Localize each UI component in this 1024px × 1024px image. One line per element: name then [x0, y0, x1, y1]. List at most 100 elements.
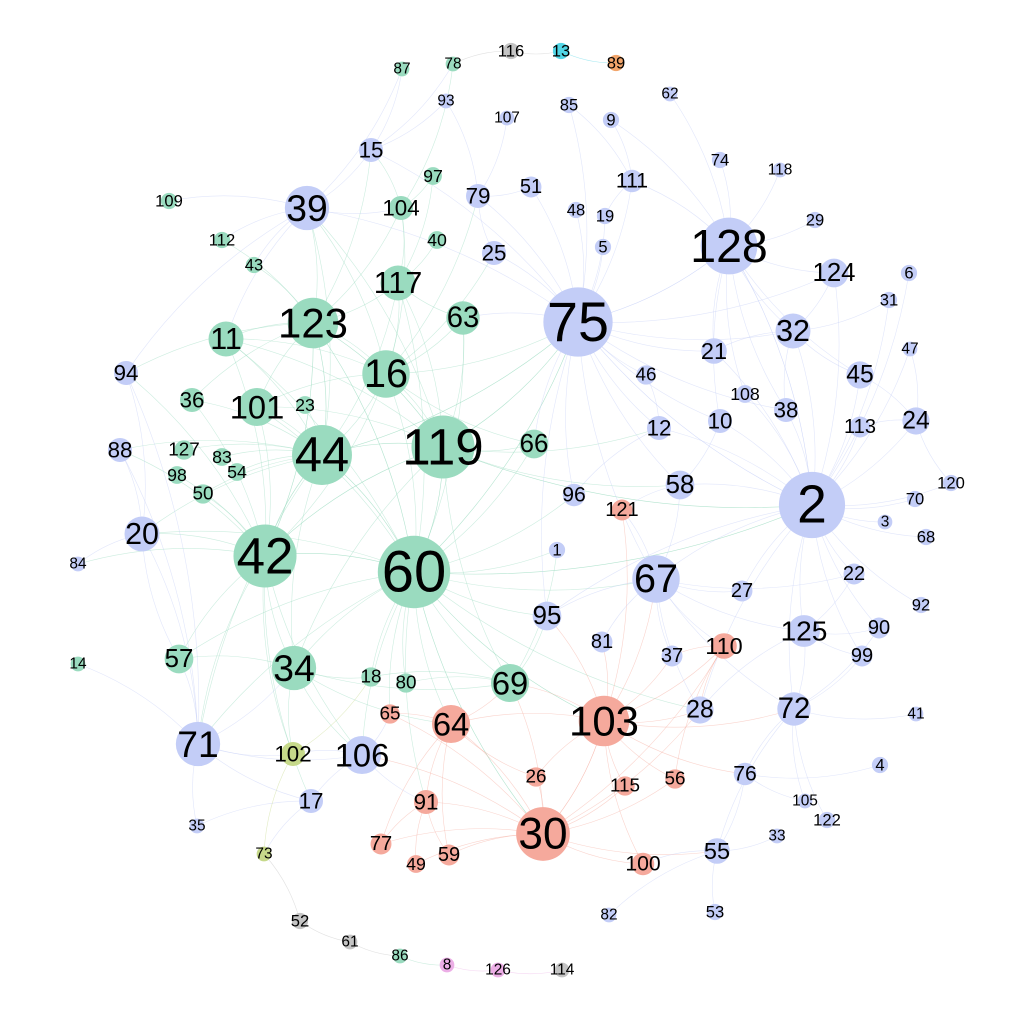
node-79[interactable] [465, 183, 491, 209]
node-83[interactable] [213, 448, 231, 466]
node-67[interactable] [632, 555, 680, 603]
node-100[interactable] [631, 852, 655, 876]
node-63[interactable] [446, 301, 480, 335]
node-127[interactable] [174, 440, 194, 460]
node-123[interactable] [287, 297, 339, 349]
node-112[interactable] [213, 231, 231, 249]
node-111[interactable] [620, 169, 644, 193]
node-25[interactable] [481, 240, 507, 266]
node-30[interactable] [516, 807, 570, 861]
node-88[interactable] [107, 437, 133, 463]
node-128[interactable] [700, 217, 758, 275]
node-26[interactable] [526, 767, 546, 787]
node-102[interactable] [280, 741, 306, 767]
node-53[interactable] [706, 903, 724, 921]
node-49[interactable] [407, 855, 425, 873]
node-122[interactable] [818, 811, 836, 829]
node-2[interactable] [778, 471, 846, 539]
node-114[interactable] [554, 962, 570, 978]
node-97[interactable] [424, 167, 442, 185]
node-35[interactable] [189, 818, 205, 834]
node-52[interactable] [291, 912, 309, 930]
node-92[interactable] [912, 596, 930, 614]
node-72[interactable] [777, 692, 811, 726]
node-78[interactable] [445, 56, 461, 72]
node-51[interactable] [520, 176, 542, 198]
node-14[interactable] [70, 656, 86, 672]
node-32[interactable] [775, 313, 811, 349]
node-8[interactable] [439, 957, 455, 973]
node-120[interactable] [942, 474, 960, 492]
node-34[interactable] [271, 645, 317, 691]
node-117[interactable] [380, 265, 416, 301]
node-105[interactable] [797, 793, 813, 809]
node-119[interactable] [411, 415, 475, 479]
node-37[interactable] [661, 645, 683, 667]
node-39[interactable] [284, 185, 330, 231]
node-84[interactable] [70, 556, 86, 572]
node-91[interactable] [413, 789, 439, 815]
node-40[interactable] [428, 231, 446, 249]
node-65[interactable] [380, 704, 400, 724]
node-19[interactable] [596, 207, 614, 225]
node-12[interactable] [646, 415, 672, 441]
node-23[interactable] [296, 396, 314, 414]
node-13[interactable] [552, 42, 570, 60]
node-21[interactable] [701, 338, 727, 364]
node-76[interactable] [733, 762, 757, 786]
node-98[interactable] [168, 466, 186, 484]
node-55[interactable] [704, 838, 730, 864]
node-74[interactable] [711, 151, 729, 169]
node-15[interactable] [358, 137, 384, 163]
node-29[interactable] [806, 211, 824, 229]
node-4[interactable] [871, 756, 889, 774]
node-27[interactable] [731, 580, 753, 602]
node-54[interactable] [228, 463, 246, 481]
node-1[interactable] [548, 541, 566, 559]
node-80[interactable] [396, 673, 416, 693]
node-59[interactable] [438, 844, 460, 866]
node-28[interactable] [686, 696, 714, 724]
node-68[interactable] [917, 528, 935, 546]
node-90[interactable] [868, 617, 890, 639]
node-10[interactable] [707, 408, 733, 434]
node-66[interactable] [519, 429, 549, 459]
node-109[interactable] [160, 192, 178, 210]
node-43[interactable] [245, 256, 263, 274]
node-108[interactable] [736, 385, 754, 403]
node-46[interactable] [636, 365, 656, 385]
node-113[interactable] [849, 416, 871, 438]
node-44[interactable] [292, 425, 352, 485]
node-47[interactable] [902, 341, 918, 357]
node-60[interactable] [377, 535, 451, 609]
node-121[interactable] [611, 499, 633, 521]
node-93[interactable] [438, 93, 454, 109]
node-71[interactable] [175, 721, 221, 767]
node-24[interactable] [902, 407, 930, 435]
node-115[interactable] [615, 776, 635, 796]
node-58[interactable] [665, 470, 695, 500]
node-57[interactable] [164, 644, 194, 674]
node-50[interactable] [193, 484, 213, 504]
node-125[interactable] [788, 615, 820, 647]
node-69[interactable] [490, 663, 530, 703]
node-94[interactable] [113, 360, 139, 386]
node-64[interactable] [431, 704, 471, 744]
node-20[interactable] [124, 516, 160, 552]
node-110[interactable] [711, 633, 737, 659]
node-81[interactable] [591, 631, 613, 653]
node-62[interactable] [662, 86, 678, 102]
node-75[interactable] [543, 287, 613, 357]
node-3[interactable] [877, 514, 893, 530]
node-36[interactable] [179, 387, 205, 413]
node-85[interactable] [560, 96, 578, 114]
node-89[interactable] [607, 54, 625, 72]
node-70[interactable] [906, 490, 924, 508]
node-87[interactable] [394, 61, 410, 77]
node-116[interactable] [502, 42, 520, 60]
node-22[interactable] [843, 563, 865, 585]
node-56[interactable] [665, 769, 685, 789]
node-42[interactable] [233, 524, 297, 588]
node-73[interactable] [256, 846, 272, 862]
node-104[interactable] [388, 195, 414, 221]
